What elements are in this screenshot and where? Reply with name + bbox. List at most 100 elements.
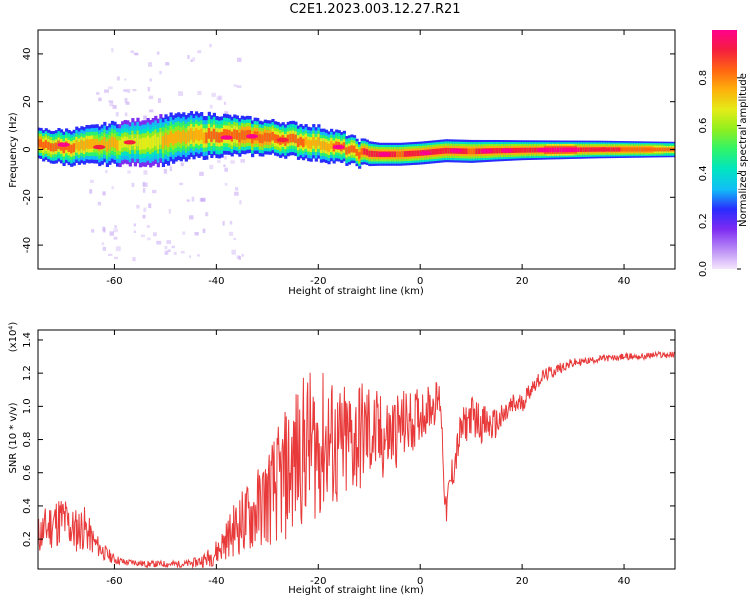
spectrogram-ridge	[85, 139, 89, 149]
spectrogram-ridge	[110, 136, 115, 147]
spectrogram-hotspot	[123, 140, 136, 145]
spectrogram-ridge	[169, 130, 173, 144]
spectrogram-scatter	[180, 162, 184, 167]
spectrogram-ridge	[166, 134, 171, 148]
spectrogram-ridge	[268, 133, 273, 142]
spectrogram-scatter	[114, 256, 118, 260]
spectrogram-scatter	[114, 225, 117, 228]
spectrogram-ridge	[217, 132, 222, 143]
spectrogram-scatter	[180, 251, 185, 254]
spectrogram-scatter	[109, 231, 115, 236]
spectrogram-scatter	[98, 97, 102, 102]
spectrogram-ridge	[495, 148, 499, 154]
spectrogram-ridge	[437, 148, 441, 155]
spectrogram-scatter	[233, 84, 237, 87]
spectrogram-hotspot	[378, 152, 391, 157]
spectrogram-scatter	[209, 164, 214, 170]
spectrogram-scatter	[240, 158, 246, 163]
y-tick-label: 1.4	[22, 332, 33, 348]
spectrogram-scatter	[130, 50, 134, 53]
spectrogram-ridge	[518, 147, 522, 153]
colorbar-tick-label: 0.0	[698, 261, 709, 277]
spectrogram-ridge	[513, 147, 517, 153]
spectrogram-scatter	[163, 168, 168, 174]
spectrogram-ridge	[93, 139, 97, 149]
spectrogram-ridge	[651, 147, 655, 152]
spectrogram-hotspot	[419, 150, 432, 156]
spectrogram-ridge	[360, 148, 364, 155]
spectrogram-ridge	[273, 134, 278, 143]
spectrogram-ridge	[304, 136, 308, 146]
spectrogram-scatter	[143, 170, 148, 175]
spectrogram-scatter	[116, 76, 120, 81]
spectrogram-ridge	[648, 147, 652, 152]
spectrogram-ridge	[554, 147, 558, 153]
spectrogram-scatter	[143, 207, 147, 212]
spectrogram-scatter	[222, 221, 225, 226]
spectrogram-ridge	[251, 134, 255, 144]
snr-frame	[37, 329, 676, 570]
spectrogram-ridge	[210, 131, 214, 142]
spectrogram-scatter	[136, 204, 140, 209]
spectrogram-ridge	[121, 137, 125, 149]
spectrogram-scatter	[189, 255, 192, 258]
spectrogram-ridge	[638, 147, 642, 152]
spectrogram-scatter	[187, 55, 190, 59]
spectrogram-ridge	[370, 150, 374, 157]
spectrogram-ridge	[375, 151, 380, 158]
spectrogram-ridge	[177, 130, 181, 143]
spectrogram-scatter	[223, 101, 227, 105]
spectrogram-ridge	[54, 142, 59, 151]
spectrogram-ridge	[115, 140, 120, 151]
spectrogram-scatter	[157, 98, 161, 103]
spectrogram-scatter	[171, 245, 175, 249]
spectrogram-scatter	[234, 187, 239, 191]
spectrogram-ridge	[345, 147, 349, 155]
spectrogram-ridge	[342, 142, 346, 150]
spectrogram-ridge	[398, 151, 403, 158]
spectrogram-scatter	[182, 231, 186, 235]
spectrogram-ridge	[373, 150, 377, 157]
spectrogram-scatter	[108, 86, 113, 90]
spectrogram-ridge	[579, 147, 583, 152]
y-tick-label: 0.6	[22, 465, 33, 481]
x-tick-label: 40	[618, 576, 631, 587]
spectrogram-ridge	[523, 147, 527, 153]
spectrogram-scatter	[113, 228, 118, 233]
spectrogram-ridge	[439, 148, 443, 155]
spectrogram-ridge	[633, 147, 637, 152]
spectrogram-hotspot	[561, 147, 574, 152]
spectrogram-ridge	[144, 137, 148, 150]
spectrogram-scatter	[115, 112, 119, 117]
spectrogram-scatter	[199, 171, 204, 176]
spectrogram-ridge	[141, 137, 145, 150]
spectrogram-scatter	[143, 115, 147, 120]
spectrogram-ridge	[401, 151, 405, 157]
spectrogram-ridge	[462, 148, 466, 155]
spectrogram-ridge	[136, 134, 140, 147]
x-tick-label: 0	[417, 276, 423, 287]
spectrogram-ridge	[309, 140, 313, 149]
spectrogram-scatter	[153, 232, 157, 237]
snr-x-ticks: -60 -40 -20 0 20 40	[106, 330, 630, 587]
spectrogram-scatter	[140, 234, 145, 238]
spectrogram-ridge	[352, 145, 357, 153]
spectrogram-scatter	[89, 189, 93, 194]
spectrogram-ridge	[330, 140, 334, 150]
spectrogram-scatter	[111, 47, 114, 53]
spectrogram-ridge	[363, 148, 367, 155]
spectrogram-ridge	[472, 148, 476, 155]
spectrogram-ridge	[161, 136, 166, 149]
spectrogram-ridge	[77, 141, 81, 152]
spectrogram-ridge	[467, 148, 471, 155]
spectrogram-scatter	[132, 257, 136, 262]
spectrogram-scatter	[149, 78, 152, 82]
spectrogram-ridge	[108, 139, 112, 150]
spectrogram-ridge	[358, 152, 362, 159]
spectrogram-scatter	[189, 215, 194, 220]
spectrogram-scatter	[91, 229, 95, 233]
spectrogram-ridge	[138, 138, 143, 151]
spectrogram-ridge	[39, 139, 43, 148]
snr-line-layer	[38, 350, 675, 569]
